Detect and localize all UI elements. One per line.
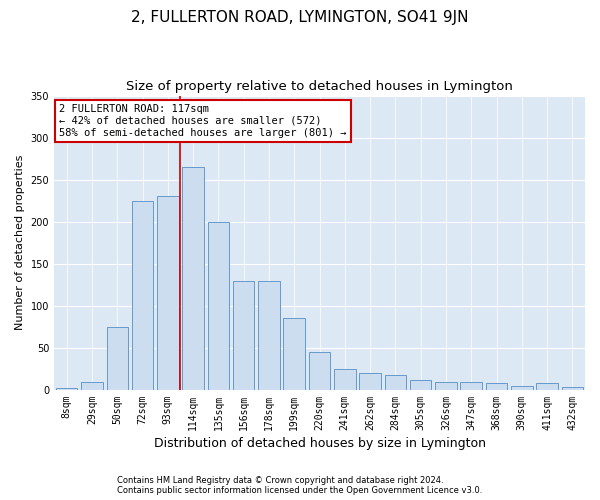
Bar: [385, 375, 406, 390]
Bar: [107, 327, 128, 390]
Bar: [309, 352, 330, 390]
Y-axis label: Number of detached properties: Number of detached properties: [15, 155, 25, 330]
Bar: [208, 222, 229, 390]
Text: 2, FULLERTON ROAD, LYMINGTON, SO41 9JN: 2, FULLERTON ROAD, LYMINGTON, SO41 9JN: [131, 10, 469, 25]
X-axis label: Distribution of detached houses by size in Lymington: Distribution of detached houses by size …: [154, 437, 485, 450]
Bar: [359, 373, 381, 390]
Bar: [258, 280, 280, 390]
Bar: [536, 383, 558, 390]
Bar: [81, 382, 103, 390]
Text: 2 FULLERTON ROAD: 117sqm
← 42% of detached houses are smaller (572)
58% of semi-: 2 FULLERTON ROAD: 117sqm ← 42% of detach…: [59, 104, 347, 138]
Bar: [334, 369, 356, 390]
Bar: [410, 380, 431, 390]
Bar: [562, 386, 583, 390]
Text: Contains HM Land Registry data © Crown copyright and database right 2024.
Contai: Contains HM Land Registry data © Crown c…: [118, 476, 482, 495]
Bar: [56, 388, 77, 390]
Bar: [435, 382, 457, 390]
Bar: [486, 383, 507, 390]
Bar: [460, 382, 482, 390]
Bar: [233, 280, 254, 390]
Bar: [132, 200, 153, 390]
Bar: [283, 318, 305, 390]
Bar: [182, 167, 204, 390]
Title: Size of property relative to detached houses in Lymington: Size of property relative to detached ho…: [126, 80, 513, 93]
Bar: [157, 196, 179, 390]
Bar: [511, 386, 533, 390]
